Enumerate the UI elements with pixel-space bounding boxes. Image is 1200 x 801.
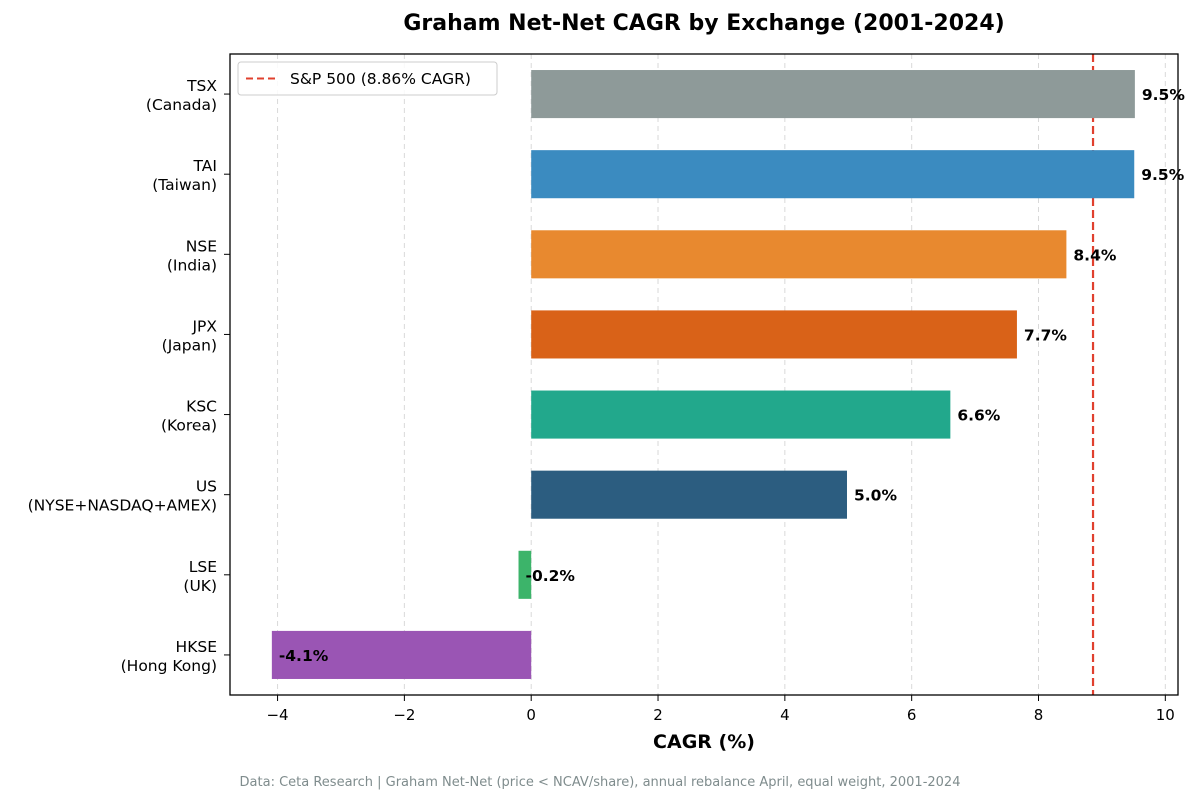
- x-tick-label: 8: [1034, 706, 1044, 724]
- chart-title: Graham Net-Net CAGR by Exchange (2001-20…: [403, 11, 1004, 36]
- bar-value-label: 7.7%: [1024, 326, 1067, 344]
- y-tick-label: LSE: [189, 558, 217, 576]
- x-tick-label: −2: [393, 706, 415, 724]
- y-tick-label: TAI: [193, 157, 217, 175]
- bar: [271, 630, 532, 679]
- y-tick-label: (NYSE+NASDAQ+AMEX): [28, 497, 217, 515]
- y-tick-label: TSX: [186, 77, 217, 95]
- y-tick-label: (India): [167, 256, 217, 274]
- x-tick-label: 6: [907, 706, 917, 724]
- bar: [518, 550, 532, 599]
- y-tick-label: NSE: [186, 237, 217, 255]
- x-tick-label: −4: [266, 706, 288, 724]
- y-tick-label: US: [196, 478, 217, 496]
- bar-value-label: 5.0%: [854, 487, 897, 505]
- bar-value-label: 6.6%: [957, 407, 1000, 425]
- value-labels: 9.5% 9.5% 8.4% 7.7% 6.6% 5.0% -0.2% -4.1%: [279, 86, 1185, 665]
- bar-value-label: -4.1%: [279, 647, 329, 665]
- y-tick-label: (Japan): [162, 336, 217, 354]
- bar: [531, 230, 1067, 279]
- bar-value-label: 9.5%: [1142, 86, 1185, 104]
- y-axis-ticks: TSX(Canada) TAI(Taiwan) NSE(India) JPX(Japa…: [28, 77, 230, 675]
- grid: [277, 54, 1166, 695]
- y-tick-label: KSC: [186, 398, 217, 416]
- footer-source-note: Data: Ceta Research | Graham Net-Net (pr…: [240, 775, 961, 790]
- bar: [531, 70, 1135, 119]
- legend-box: [237, 61, 498, 96]
- y-tick-label: JPX: [191, 317, 217, 335]
- x-tick-label: 4: [780, 706, 790, 724]
- x-axis-ticks: −4 −2 0 2 4 6 8 10: [266, 695, 1175, 724]
- bar: [531, 150, 1135, 199]
- x-axis-label: CAGR (%): [653, 731, 755, 753]
- bars: [271, 70, 1135, 679]
- y-tick-label: (UK): [183, 577, 217, 595]
- y-tick-label: (Taiwan): [152, 176, 217, 194]
- bar-value-label: 9.5%: [1141, 166, 1184, 184]
- legend: S&P 500 (8.86% CAGR): [237, 61, 498, 96]
- y-tick-label: (Canada): [146, 96, 217, 114]
- y-tick-label: (Hong Kong): [121, 657, 217, 675]
- bar: [531, 390, 951, 439]
- x-tick-label: 0: [526, 706, 536, 724]
- bar-value-label: 8.4%: [1073, 246, 1116, 264]
- bar: [531, 470, 847, 519]
- plot-frame: [229, 53, 1179, 696]
- x-tick-label: 10: [1156, 706, 1175, 724]
- y-tick-label: (Korea): [161, 417, 217, 435]
- bar: [531, 310, 1017, 359]
- x-tick-label: 2: [653, 706, 663, 724]
- bar-value-label: -0.2%: [526, 567, 576, 585]
- legend-label: S&P 500 (8.86% CAGR): [290, 70, 471, 88]
- y-tick-label: HKSE: [176, 638, 217, 656]
